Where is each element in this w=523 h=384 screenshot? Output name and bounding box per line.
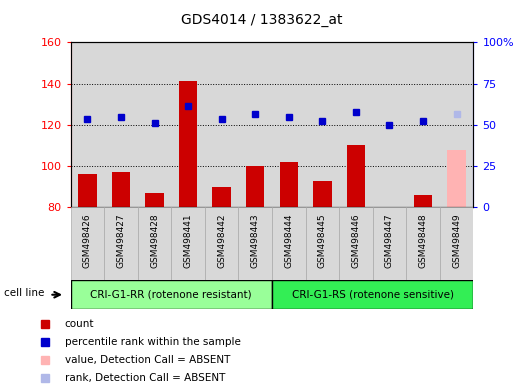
Bar <box>112 172 130 207</box>
Bar <box>212 187 231 207</box>
Bar <box>171 42 205 207</box>
Text: percentile rank within the sample: percentile rank within the sample <box>65 338 241 348</box>
Bar <box>179 81 197 207</box>
Text: GSM498442: GSM498442 <box>217 213 226 268</box>
Bar <box>447 149 466 207</box>
Text: CRI-G1-RR (rotenone resistant): CRI-G1-RR (rotenone resistant) <box>90 290 252 300</box>
Text: GSM498426: GSM498426 <box>83 213 92 268</box>
Bar <box>138 42 171 207</box>
Bar <box>172 207 205 280</box>
Bar <box>372 42 406 207</box>
Bar <box>339 207 372 280</box>
Text: GSM498445: GSM498445 <box>318 213 327 268</box>
Text: GSM498447: GSM498447 <box>385 213 394 268</box>
Bar <box>414 195 432 207</box>
Text: GSM498428: GSM498428 <box>150 213 159 268</box>
Bar <box>78 174 97 207</box>
Bar <box>305 207 339 280</box>
Text: rank, Detection Call = ABSENT: rank, Detection Call = ABSENT <box>65 373 225 383</box>
Bar <box>104 42 138 207</box>
Text: GSM498446: GSM498446 <box>351 213 360 268</box>
Bar <box>205 42 238 207</box>
Bar <box>71 207 104 280</box>
Bar <box>272 207 305 280</box>
Bar <box>339 42 372 207</box>
Bar <box>406 207 440 280</box>
Text: GSM498449: GSM498449 <box>452 213 461 268</box>
Bar <box>238 207 272 280</box>
Bar <box>305 42 339 207</box>
Bar <box>440 207 473 280</box>
Bar <box>372 207 406 280</box>
Bar <box>138 207 172 280</box>
Text: count: count <box>65 319 94 329</box>
Text: value, Detection Call = ABSENT: value, Detection Call = ABSENT <box>65 355 230 365</box>
Text: GSM498427: GSM498427 <box>117 213 126 268</box>
Bar <box>71 42 104 207</box>
Bar <box>440 42 473 207</box>
Bar <box>347 146 365 207</box>
Bar <box>246 166 265 207</box>
Bar <box>205 207 238 280</box>
Bar <box>279 162 298 207</box>
Bar <box>406 42 440 207</box>
Text: GSM498444: GSM498444 <box>284 213 293 268</box>
Bar <box>238 42 272 207</box>
Text: GDS4014 / 1383622_at: GDS4014 / 1383622_at <box>181 13 342 27</box>
Bar <box>145 193 164 207</box>
Text: GSM498441: GSM498441 <box>184 213 192 268</box>
Bar <box>71 280 272 309</box>
Text: cell line: cell line <box>4 288 44 298</box>
Bar <box>272 42 305 207</box>
Text: GSM498448: GSM498448 <box>418 213 427 268</box>
Bar <box>104 207 138 280</box>
Bar <box>313 180 332 207</box>
Text: CRI-G1-RS (rotenone sensitive): CRI-G1-RS (rotenone sensitive) <box>292 290 453 300</box>
Text: GSM498443: GSM498443 <box>251 213 260 268</box>
Bar <box>272 280 473 309</box>
